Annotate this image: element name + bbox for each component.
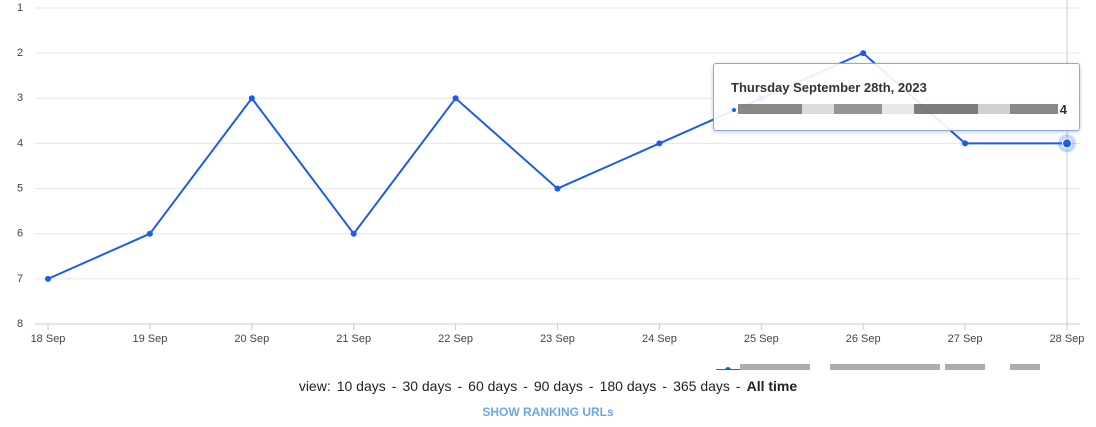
view-separator: - [735,378,741,394]
view-option[interactable]: 60 days [468,378,518,394]
tooltip-marker [732,108,736,112]
view-separator: - [662,378,668,394]
x-tick-label: 22 Sep [438,333,473,345]
legend-name-redacted [890,364,940,374]
y-tick-label: 7 [17,273,23,285]
point [656,140,663,147]
point [146,230,153,237]
view-separator: - [457,378,463,394]
x-tick-label: 26 Sep [846,333,881,345]
point [962,140,969,147]
y-tick-label: 3 [17,92,23,104]
legend-name-redacted [740,364,810,374]
point [248,95,255,102]
y-tick-label: 1 [17,2,23,14]
view-separator: - [588,378,594,394]
view-option[interactable]: 180 days [599,378,657,394]
y-tick-label: 4 [17,137,23,149]
x-tick-label: 18 Sep [31,333,66,345]
tooltip-series-name-redacted [738,104,1058,114]
view-label: view: [298,378,331,394]
tooltip: Thursday September 28th, 2023 4 [713,63,1080,131]
point [350,230,357,237]
view-option[interactable]: 90 days [533,378,583,394]
point [452,95,459,102]
view-separator: - [391,378,397,394]
tooltip-value: 4 [1059,102,1067,117]
point [554,185,561,192]
view-option[interactable]: 30 days [402,378,452,394]
x-tick-label: 23 Sep [540,333,575,345]
tooltip-title: Thursday September 28th, 2023 [731,80,927,95]
point [45,275,51,282]
legend-name-redacted [830,364,890,374]
view-separator: - [523,378,528,394]
legend-symbol [716,367,740,373]
x-tick-label: 20 Sep [234,333,269,345]
x-tick-label: 24 Sep [642,333,677,345]
y-tick-label: 2 [17,47,23,59]
x-tick-label: 28 Sep [1050,333,1085,345]
x-tick-label: 25 Sep [744,333,779,345]
view-option[interactable]: 10 days [336,378,386,394]
x-tick-label: 21 Sep [336,333,371,345]
view-option[interactable]: 365 days [673,378,730,394]
view-selector: view: 10 days -30 days -60 days -90 days -180… [0,378,1096,394]
y-tick-label: 8 [17,318,23,330]
point [1062,138,1072,149]
legend-name-redacted [945,364,985,374]
y-tick-label: 5 [17,182,23,194]
chart: 1 2 3 4 5 6 7 8 18 Sep 19 Sep 20 Sep 21 Sep 22 Sep 23… [17,0,1085,374]
show-ranking-urls-button[interactable]: SHOW RANKING URLs [482,405,614,419]
view-option[interactable]: All time [746,378,798,394]
x-tick-label: 27 Sep [948,333,983,345]
point [860,50,867,57]
y-tick-label: 6 [17,228,23,240]
legend-name-redacted [1010,364,1040,374]
x-tick-label: 19 Sep [132,333,167,345]
